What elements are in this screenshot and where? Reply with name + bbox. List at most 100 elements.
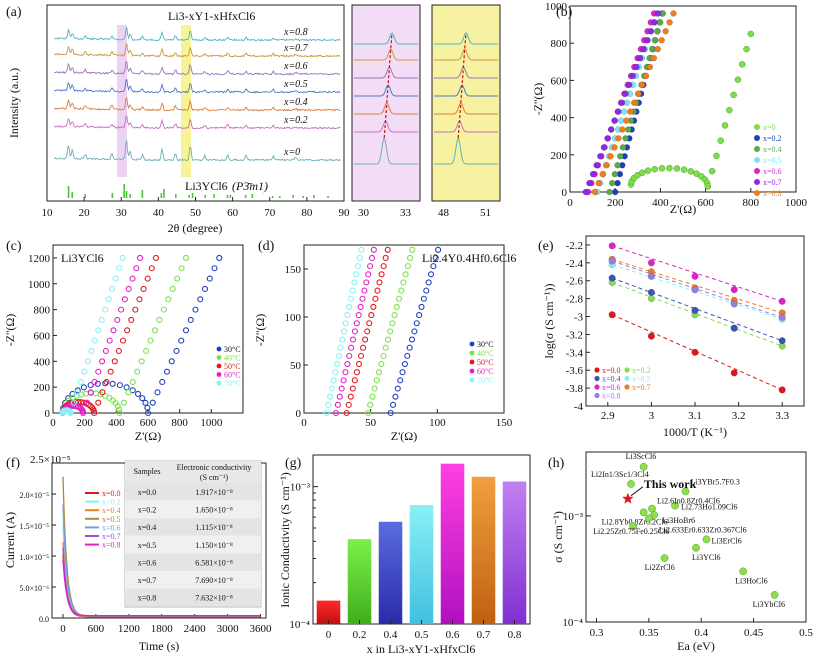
xrd-reference-label: Li3YCl6 (185, 179, 228, 193)
impedance-d-point (330, 377, 337, 384)
impedance-c-point (140, 285, 147, 292)
impedance-b-legend-marker (754, 190, 760, 196)
impedance-c-point (124, 327, 131, 334)
arrhenius-legend-label: x=0.2 (632, 366, 651, 375)
impedance-c-point (133, 265, 140, 272)
comparison-y-label: σ (S cm⁻¹) (551, 511, 565, 563)
xrd-zoom2-trace (434, 48, 498, 61)
impedance-b-legend-label: x=0.5 (763, 156, 782, 165)
impedance-c-title: Li3YCl6 (61, 251, 104, 265)
impedance-c-legend-label: 70°C (224, 379, 241, 388)
arrhenius-point (608, 242, 616, 250)
impedance-c-y-tick-label: 800 (34, 305, 51, 317)
conductivity-bar-panel: 0 0.2 0.4 0.5 0.6 0.7 0.8 10⁻⁴ 10⁻³ x in Li3-xY1… (278, 454, 531, 656)
bar-y-tick-label: 10⁻³ (290, 482, 311, 494)
impedance-b-point (619, 144, 627, 151)
impedance-b-point (595, 179, 602, 187)
impedance-d-point (393, 303, 400, 310)
xrd-x-tick-label: 60 (227, 207, 239, 219)
impedance-d-point (363, 279, 370, 286)
arrhenius-y-tick-label: -2.8 (566, 294, 584, 306)
impedance-d-point (358, 246, 365, 253)
xrd-zoom2-frame (431, 4, 501, 202)
arrhenius-legend-marker (624, 367, 630, 373)
dc-x-tick-label: 1800 (151, 623, 174, 635)
panel-label-h: (h) (548, 456, 565, 471)
arrhenius-legend-marker (594, 384, 600, 390)
panel-label-e: (e) (538, 239, 554, 254)
impedance-d-point (394, 385, 401, 392)
impedance-d-point (378, 271, 385, 278)
arrhenius-point (778, 297, 786, 305)
panel-label-f: (f) (6, 456, 20, 471)
impedance-b-point (609, 179, 616, 187)
table-cell-sample: x=0.4 (138, 523, 157, 532)
impedance-c-point (119, 254, 126, 261)
arrhenius-y-tick-label: -3 (574, 312, 584, 324)
dc-legend-label: x=0.0 (102, 489, 121, 498)
comparison-point-label: Li3YCl6 (692, 553, 720, 562)
impedance-b-point (650, 54, 658, 62)
impedance-c-point (123, 384, 130, 391)
impedance-d-point (398, 287, 405, 294)
arrhenius-y-tick-label: -3.2 (566, 329, 583, 341)
xrd-zoom2-trace (434, 137, 498, 165)
impedance-c-point (80, 409, 87, 417)
impedance-c-point (187, 316, 194, 324)
xrd-zoom1-trace (354, 84, 418, 97)
impedance-d-point (411, 328, 418, 335)
comparison-point (671, 501, 679, 510)
impedance-c-y-tick-label: 200 (34, 382, 51, 394)
xrd-trace-x=0.7 (54, 43, 341, 58)
xrd-zoom1-trace (354, 137, 418, 165)
impedance-c-point (81, 368, 88, 375)
panel-label-a: (a) (6, 5, 22, 20)
impedance-d-y-tick-label: 150 (285, 264, 302, 276)
impedance-b-point (614, 162, 621, 169)
impedance-c-point (80, 384, 87, 391)
impedance-c-point (182, 254, 190, 261)
impedance-d-legend-label: 40°C (477, 349, 494, 358)
xrd-panel: Li3-xY1-xHfxCl6 x=0.8 x=0.7 x=0.6 x=0.5 x=0.… (7, 4, 501, 235)
impedance-c-point (112, 275, 119, 282)
impedance-d-point (367, 401, 374, 408)
xrd-x-tick-label: 10 (42, 207, 54, 219)
arrhenius-point (647, 332, 655, 340)
xrd-series-label: x=0.4 (283, 97, 308, 108)
impedance-d-point (349, 385, 356, 392)
impedance-d-point (325, 401, 332, 408)
comparison-point (692, 543, 700, 552)
impedance-d-legend-marker (469, 368, 475, 374)
comparison-point-label: Li2In1/3Sc1/3Cl4 (591, 470, 649, 479)
xrd-x-tick-label: 90 (339, 207, 351, 219)
impedance-c-point (83, 399, 90, 406)
table-cell-sample: x=0.5 (138, 541, 157, 550)
panel-label-b: (b) (556, 5, 573, 20)
impedance-b-point (644, 167, 652, 174)
table-cell-value: 7.690×10⁻⁸ (195, 576, 233, 585)
impedance-d-point (367, 263, 374, 270)
arrhenius-point (778, 337, 786, 345)
impedance-b-point (654, 45, 661, 53)
dc-legend-label: x=0.6 (102, 523, 121, 532)
impedance-b-legend-marker (754, 168, 760, 174)
impedance-d-point (353, 320, 360, 327)
arrhenius-point (608, 274, 616, 282)
comparison-panel: 0.3 0.35 0.4 0.45 0.5 10⁻⁴ 10⁻³ Li3ScCl6 Li2In1/… (551, 451, 813, 653)
arrhenius-y-tick-label: -2.4 (566, 258, 584, 270)
impedance-d-point (328, 385, 335, 392)
impedance-d-point (372, 295, 379, 302)
impedance-d-point (356, 254, 363, 262)
impedance-c-x-tick-label: 600 (140, 417, 157, 429)
dc-legend-label: x=0.7 (102, 532, 121, 541)
impedance-b-frame (569, 5, 797, 193)
arrhenius-point (647, 272, 655, 280)
impedance-c-point (105, 296, 112, 303)
bar-x-tick-label: 0 (326, 629, 332, 641)
impedance-c-point (149, 399, 156, 406)
impedance-d-legend-marker (469, 341, 475, 347)
table-header-samples: Samples (133, 467, 160, 476)
arrhenius-point (730, 369, 738, 377)
arrhenius-point (730, 300, 738, 308)
impedance-d-point (404, 263, 411, 270)
